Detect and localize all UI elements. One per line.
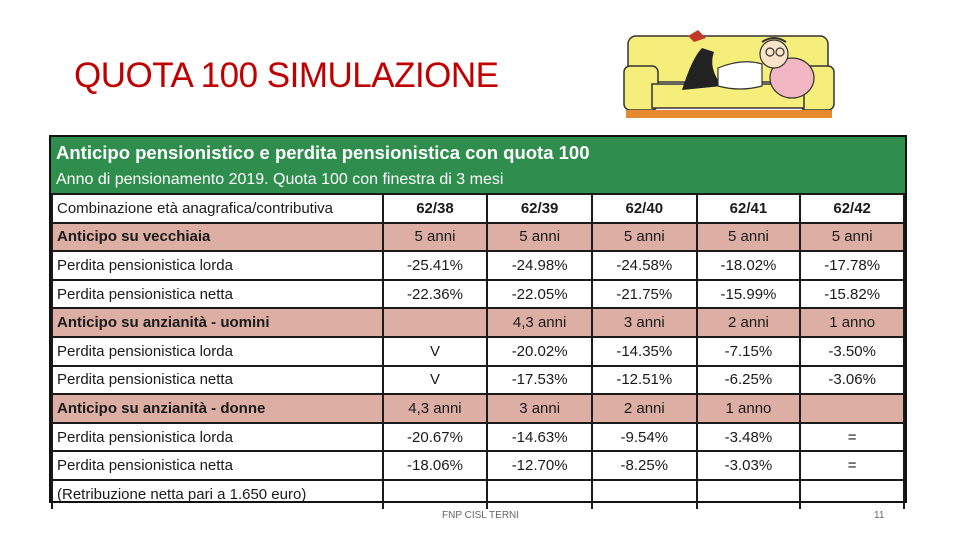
- table-cell: 62/41: [695, 193, 802, 224]
- table-row: Anticipo su anzianità - donne 4,3 anni 3 a…: [51, 393, 905, 424]
- row-label: Anticipo su anzianità - donne: [51, 393, 384, 424]
- cartoon-man-relaxing-on-sofa-icon: [622, 28, 836, 120]
- table-cell: 3 anni: [486, 393, 593, 424]
- row-label: Anticipo su anzianità - uomini: [51, 307, 384, 338]
- table-row: Perdita pensionistica lorda V -20.02% -14.3…: [51, 335, 905, 367]
- table-cell: -9.54%: [590, 421, 698, 453]
- row-label: Perdita pensionistica netta: [51, 278, 384, 310]
- table-row: Perdita pensionistica netta V -17.53% -12.5…: [51, 364, 905, 396]
- table-cell: -3.06%: [799, 364, 905, 396]
- table-row: Combinazione età anagrafica/contributiva…: [51, 193, 905, 224]
- pension-data-grid: Combinazione età anagrafica/contributiva…: [51, 193, 905, 509]
- table-cell: 1 anno: [799, 307, 905, 338]
- table-cell: -22.05%: [486, 278, 593, 310]
- table-title: Anticipo pensionistico e perdita pension…: [51, 137, 905, 168]
- note-row: (Retribuzione netta pari a 1.650 euro): [51, 478, 905, 509]
- table-cell: -18.06%: [381, 450, 489, 481]
- table-row: Perdita pensionistica netta -22.36% -22.05…: [51, 278, 905, 310]
- empty-cell: [381, 478, 489, 509]
- table-cell: -20.02%: [486, 335, 593, 367]
- table-row: Anticipo su vecchiaia 5 anni 5 anni 5 anni 5…: [51, 221, 905, 253]
- table-cell: V: [381, 364, 489, 396]
- table-cell: -15.82%: [799, 278, 905, 310]
- table-row: Perdita pensionistica netta -18.06% -12.70…: [51, 450, 905, 481]
- row-label: Anticipo su vecchiaia: [51, 221, 384, 253]
- empty-cell: [590, 478, 698, 509]
- table-cell: 5 anni: [486, 221, 593, 253]
- table-cell: 5 anni: [381, 221, 489, 253]
- table-cell: 62/38: [381, 193, 489, 224]
- table-cell: V: [381, 335, 489, 367]
- table-row: Perdita pensionistica lorda -25.41% -24.98…: [51, 250, 905, 281]
- table-row: Anticipo su anzianità - uomini 4,3 anni 3 …: [51, 307, 905, 338]
- table-cell: -15.99%: [695, 278, 802, 310]
- table-cell: -14.63%: [486, 421, 593, 453]
- table-subtitle: Anno di pensionamento 2019. Quota 100 co…: [51, 168, 905, 193]
- table-cell: 1 anno: [695, 393, 802, 424]
- table-row: Perdita pensionistica lorda -20.67% -14.63…: [51, 421, 905, 453]
- empty-cell: [799, 478, 905, 509]
- table-cell: -22.36%: [381, 278, 489, 310]
- row-label: Perdita pensionistica lorda: [51, 421, 384, 453]
- empty-cell: [695, 478, 802, 509]
- pension-table: Anticipo pensionistico e perdita pension…: [49, 135, 907, 509]
- row-label: Perdita pensionistica netta: [51, 364, 384, 396]
- table-cell: -14.35%: [590, 335, 698, 367]
- row-label: Combinazione età anagrafica/contributiva: [51, 193, 384, 224]
- table-cell: -21.75%: [590, 278, 698, 310]
- table-cell: -24.98%: [486, 250, 593, 281]
- table-cell: 2 anni: [695, 307, 802, 338]
- table-cell: 62/40: [590, 193, 698, 224]
- table-cell: 4,3 anni: [381, 393, 489, 424]
- table-cell: -17.78%: [799, 250, 905, 281]
- page-number: 11: [874, 510, 885, 521]
- slide-title: QUOTA 100 SIMULAZIONE: [74, 56, 499, 95]
- table-cell: 5 anni: [590, 221, 698, 253]
- table-cell: [799, 393, 905, 424]
- table-cell: 3 anni: [590, 307, 698, 338]
- table-cell: -12.51%: [590, 364, 698, 396]
- table-cell: -20.67%: [381, 421, 489, 453]
- table-cell: -24.58%: [590, 250, 698, 281]
- empty-cell: [486, 478, 593, 509]
- table-cell: 62/39: [486, 193, 593, 224]
- table-cell: 5 anni: [695, 221, 802, 253]
- table-cell: -8.25%: [590, 450, 698, 481]
- row-label: Perdita pensionistica lorda: [51, 335, 384, 367]
- row-label: Perdita pensionistica lorda: [51, 250, 384, 281]
- table-cell: 4,3 anni: [486, 307, 593, 338]
- table-cell: =: [799, 421, 905, 453]
- table-note: (Retribuzione netta pari a 1.650 euro): [51, 478, 384, 509]
- table-cell: -3.50%: [799, 335, 905, 367]
- table-cell: -3.03%: [695, 450, 802, 481]
- table-cell: -3.48%: [695, 421, 802, 453]
- table-cell: -17.53%: [486, 364, 593, 396]
- table-cell: 2 anni: [590, 393, 698, 424]
- table-cell: -6.25%: [695, 364, 802, 396]
- table-cell: -18.02%: [695, 250, 802, 281]
- table-cell: =: [799, 450, 905, 481]
- table-cell: 62/42: [799, 193, 905, 224]
- table-cell: 5 anni: [799, 221, 905, 253]
- table-cell: -12.70%: [486, 450, 593, 481]
- table-cell: -7.15%: [695, 335, 802, 367]
- footer-organization: FNP CISL TERNI: [442, 510, 520, 521]
- table-cell: -25.41%: [381, 250, 489, 281]
- table-cell: [381, 307, 489, 338]
- row-label: Perdita pensionistica netta: [51, 450, 384, 481]
